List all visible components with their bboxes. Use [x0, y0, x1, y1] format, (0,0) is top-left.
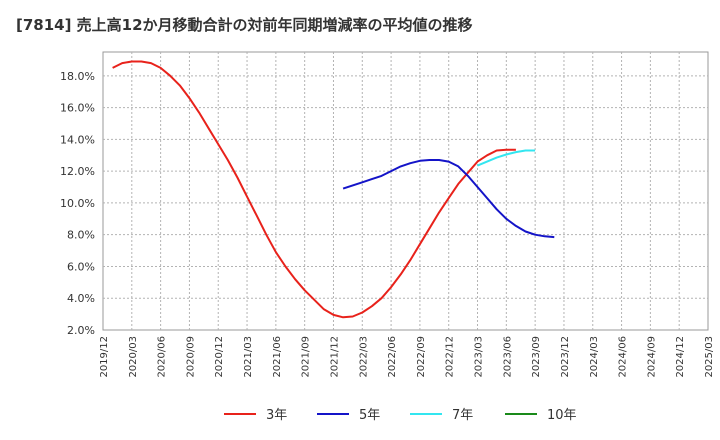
legend-label: 10年 — [547, 408, 577, 423]
series-line-7年 — [477, 149, 536, 167]
x-tick-label: 2024/06 — [618, 336, 629, 378]
y-tick-label: 6.0% — [67, 260, 95, 273]
x-tick-label: 2021/03 — [243, 336, 254, 378]
x-tick-label: 2024/12 — [675, 336, 686, 378]
series-line-5年 — [342, 159, 555, 239]
y-tick-label: 10.0% — [60, 197, 95, 210]
y-tick-label: 2.0% — [67, 324, 95, 337]
x-tick-label: 2022/06 — [387, 336, 398, 378]
x-tick-label: 2022/12 — [445, 336, 456, 378]
legend-label: 7年 — [452, 408, 473, 423]
x-tick-label: 2021/06 — [272, 336, 283, 378]
x-tick-label: 2023/09 — [531, 336, 542, 378]
y-tick-label: 8.0% — [67, 229, 95, 242]
x-tick-label: 2022/09 — [416, 336, 427, 378]
x-tick-label: 2020/12 — [214, 336, 225, 378]
x-tick-label: 2023/06 — [502, 336, 513, 378]
x-tick-label: 2024/03 — [589, 336, 600, 378]
y-tick-label: 4.0% — [67, 292, 95, 305]
legend-label: 5年 — [359, 408, 380, 423]
x-tick-label: 2020/06 — [157, 336, 168, 378]
x-tick-label: 2019/12 — [99, 336, 110, 378]
x-tick-label: 2020/09 — [185, 336, 196, 378]
y-tick-label: 14.0% — [60, 133, 95, 146]
y-tick-label: 12.0% — [60, 165, 95, 178]
x-tick-label: 2024/09 — [646, 336, 657, 378]
x-tick-label: 2025/03 — [704, 336, 715, 378]
series-line-3年 — [112, 60, 516, 319]
x-tick-label: 2020/03 — [128, 336, 139, 378]
y-tick-label: 16.0% — [60, 102, 95, 115]
y-tick-label: 18.0% — [60, 70, 95, 83]
x-tick-label: 2021/09 — [301, 336, 312, 378]
x-tick-label: 2023/12 — [560, 336, 571, 378]
x-tick-label: 2022/03 — [358, 336, 369, 378]
chart-title: [7814] 売上高12か月移動合計の対前年同期増減率の平均値の推移 — [16, 16, 473, 34]
x-tick-label: 2021/12 — [329, 336, 340, 378]
plot-background — [102, 51, 709, 331]
legend-label: 3年 — [266, 408, 287, 423]
x-tick-label: 2023/03 — [474, 336, 485, 378]
